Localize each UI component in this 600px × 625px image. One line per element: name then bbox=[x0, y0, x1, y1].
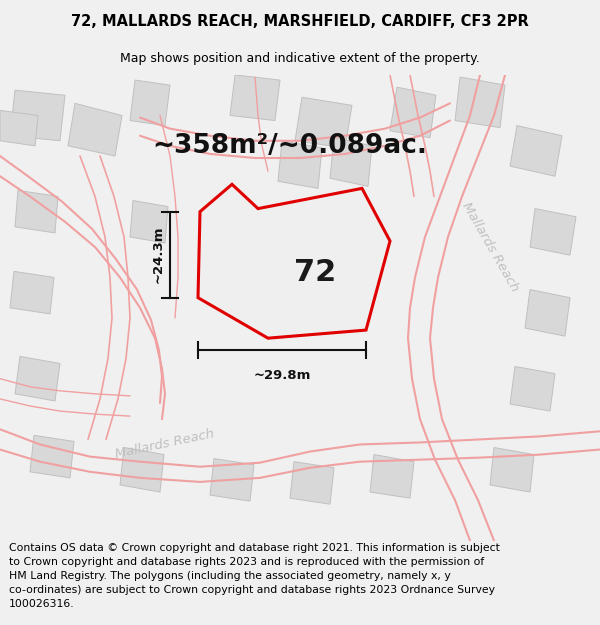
Text: Map shows position and indicative extent of the property.: Map shows position and indicative extent… bbox=[120, 52, 480, 65]
Polygon shape bbox=[198, 184, 390, 338]
Polygon shape bbox=[30, 436, 74, 478]
Polygon shape bbox=[530, 209, 576, 255]
Polygon shape bbox=[525, 289, 570, 336]
Polygon shape bbox=[130, 80, 170, 126]
Polygon shape bbox=[10, 90, 65, 141]
Text: Contains OS data © Crown copyright and database right 2021. This information is : Contains OS data © Crown copyright and d… bbox=[9, 543, 500, 609]
Text: 72, MALLARDS REACH, MARSHFIELD, CARDIFF, CF3 2PR: 72, MALLARDS REACH, MARSHFIELD, CARDIFF,… bbox=[71, 14, 529, 29]
Polygon shape bbox=[230, 75, 280, 121]
Polygon shape bbox=[120, 448, 164, 492]
Polygon shape bbox=[390, 87, 436, 138]
Polygon shape bbox=[295, 98, 352, 148]
Text: ~29.8m: ~29.8m bbox=[253, 369, 311, 381]
Polygon shape bbox=[370, 454, 414, 498]
Polygon shape bbox=[510, 126, 562, 176]
Polygon shape bbox=[220, 261, 264, 302]
Text: Mallards Reach: Mallards Reach bbox=[114, 428, 216, 461]
Polygon shape bbox=[68, 103, 122, 156]
Polygon shape bbox=[210, 459, 254, 501]
Text: ~358m²/~0.089ac.: ~358m²/~0.089ac. bbox=[152, 133, 427, 159]
Polygon shape bbox=[10, 271, 54, 314]
Polygon shape bbox=[455, 77, 505, 128]
Text: ~24.3m: ~24.3m bbox=[151, 226, 164, 283]
Polygon shape bbox=[330, 138, 372, 186]
Polygon shape bbox=[490, 448, 534, 492]
Polygon shape bbox=[290, 462, 334, 504]
Text: Mallards Reach: Mallards Reach bbox=[459, 200, 521, 294]
Polygon shape bbox=[130, 201, 168, 243]
Text: 72: 72 bbox=[294, 258, 336, 287]
Polygon shape bbox=[15, 191, 58, 233]
Polygon shape bbox=[0, 111, 38, 146]
Polygon shape bbox=[278, 141, 322, 188]
Polygon shape bbox=[510, 366, 555, 411]
Polygon shape bbox=[15, 356, 60, 401]
